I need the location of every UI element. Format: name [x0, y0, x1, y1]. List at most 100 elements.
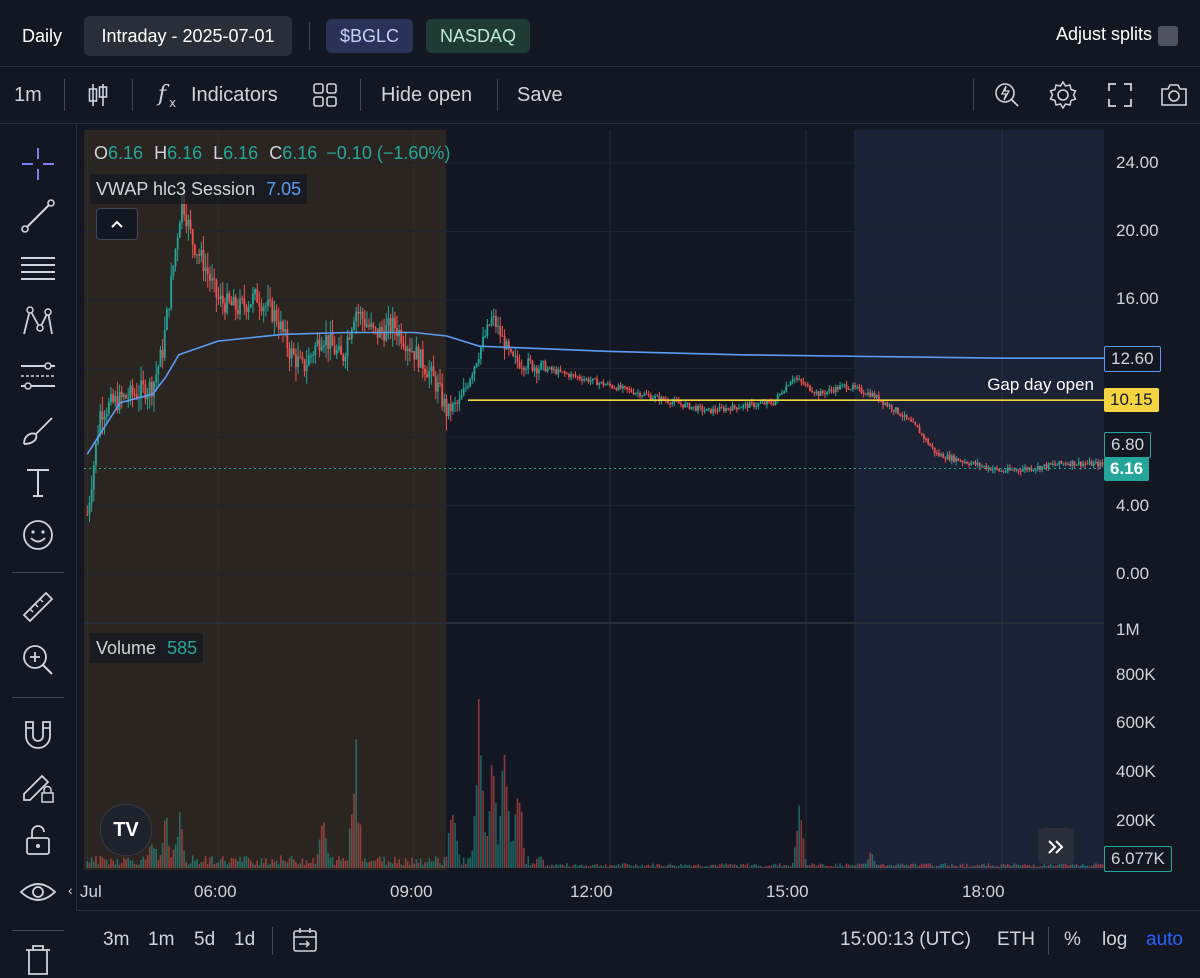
candle-body [362, 312, 364, 319]
divider [12, 697, 64, 698]
volume-bar [721, 863, 723, 868]
volume-bar [196, 859, 198, 868]
settings-gear-icon[interactable] [1047, 79, 1079, 111]
candle-body [710, 409, 712, 414]
candle-body [278, 322, 280, 330]
volume-bar [689, 865, 691, 868]
save-button[interactable]: Save [517, 81, 563, 109]
volume-bar [826, 866, 828, 868]
volume-bar [390, 862, 392, 868]
candles-icon[interactable] [82, 79, 114, 111]
ruler-icon[interactable] [18, 587, 58, 627]
time-axis[interactable]: ‹ Jul 06:00 09:00 12:00 15:00 18:00 [76, 870, 1104, 910]
candle-body [235, 297, 237, 310]
svg-text:f: f [156, 82, 170, 107]
emoji-icon[interactable] [18, 515, 58, 555]
collapse-legend-button[interactable] [96, 208, 138, 240]
range-5d-button[interactable]: 5d [194, 929, 215, 951]
candle-body [1061, 461, 1063, 463]
lock-drawing-icon[interactable] [18, 766, 58, 806]
percent-scale-button[interactable]: % [1064, 929, 1081, 951]
candle-body [476, 363, 478, 366]
volume-bar [170, 857, 172, 868]
unlock-icon[interactable] [18, 820, 58, 860]
log-scale-button[interactable]: log [1102, 929, 1127, 951]
range-3m-button[interactable]: 3m [103, 929, 129, 951]
volume-bar [562, 865, 564, 868]
interval-button[interactable]: 1m [14, 81, 42, 109]
magnet-icon[interactable] [18, 714, 58, 754]
volume-bar [671, 865, 673, 868]
adjust-splits-checkbox[interactable] [1158, 26, 1178, 46]
volume-bar [130, 860, 132, 868]
indicators-button[interactable]: Indicators [191, 81, 278, 109]
candle-body [454, 403, 456, 404]
volume-bar [704, 866, 706, 868]
time-tick: 15:00 [766, 882, 809, 902]
candle-body [820, 391, 822, 396]
candle-body [95, 443, 97, 465]
candle-body [110, 394, 112, 402]
go-to-date-icon[interactable] [290, 925, 320, 955]
range-daily-button[interactable]: Daily [8, 16, 76, 56]
zoom-in-icon[interactable] [18, 640, 58, 680]
volume-legend[interactable]: Volume 585 [90, 633, 203, 663]
pattern-icon[interactable] [18, 302, 58, 342]
auto-scale-button[interactable]: auto [1146, 929, 1183, 951]
volume-bar [611, 865, 613, 868]
text-icon[interactable] [18, 462, 58, 502]
candle-body [734, 405, 736, 407]
candle-body [1011, 470, 1013, 471]
clock-timezone[interactable]: 15:00:13 (UTC) [840, 929, 971, 951]
fullscreen-icon[interactable] [1104, 79, 1136, 111]
volume-bar [876, 865, 878, 868]
price-chart[interactable] [84, 130, 1104, 870]
candle-body [919, 427, 921, 433]
eye-icon[interactable] [18, 872, 58, 912]
candle-body [566, 373, 568, 374]
range-1d-button[interactable]: 1d [234, 929, 255, 951]
volume-bar [684, 864, 686, 868]
candle-body [846, 384, 848, 388]
range-intraday-button[interactable]: Intraday - 2025-07-01 [84, 16, 292, 56]
volume-bar [979, 866, 981, 868]
symbol-badge[interactable]: $BGLC [326, 19, 413, 53]
trash-icon[interactable] [18, 938, 58, 978]
forecast-icon[interactable] [18, 356, 58, 396]
tradingview-logo[interactable]: TV [100, 804, 152, 856]
trend-line-icon[interactable] [18, 196, 58, 236]
scroll-to-realtime-button[interactable] [1038, 828, 1074, 864]
candle-body [108, 402, 110, 414]
premarket-session-bg [84, 130, 446, 870]
range-1m-button[interactable]: 1m [148, 929, 174, 951]
volume-bar [542, 860, 544, 868]
vwap-legend[interactable]: VWAP hlc3 Session 7.05 [90, 174, 307, 204]
volume-bar [1095, 863, 1097, 868]
hide-open-button[interactable]: Hide open [381, 81, 472, 109]
quick-search-icon[interactable] [991, 79, 1023, 111]
candle-body [742, 405, 744, 408]
volume-bar [1071, 864, 1073, 868]
collapse-sidebar-icon[interactable]: ‹ [68, 882, 73, 898]
volume-bar [370, 861, 372, 868]
volume-bar [336, 860, 338, 868]
candle-body [826, 392, 828, 394]
candle-body [693, 406, 695, 407]
crosshair-icon[interactable] [18, 144, 58, 184]
layout-grid-icon[interactable] [309, 79, 341, 111]
volume-bar [923, 864, 925, 868]
price-axis[interactable]: 24.00 20.00 16.00 4.00 0.00 12.60 10.15 … [1104, 130, 1200, 870]
horizontal-lines-icon[interactable] [18, 249, 58, 289]
session-button[interactable]: ETH [997, 929, 1035, 951]
volume-bar [142, 857, 144, 868]
volume-bar [347, 860, 349, 868]
candle-body [351, 329, 353, 339]
candle-body [643, 394, 645, 396]
candle-body [538, 369, 540, 374]
camera-icon[interactable] [1158, 79, 1190, 111]
candle-body [1003, 471, 1005, 472]
volume-bar [534, 864, 536, 868]
candle-body [403, 344, 405, 347]
function-icon[interactable]: f x [152, 79, 184, 111]
brush-icon[interactable] [18, 410, 58, 450]
